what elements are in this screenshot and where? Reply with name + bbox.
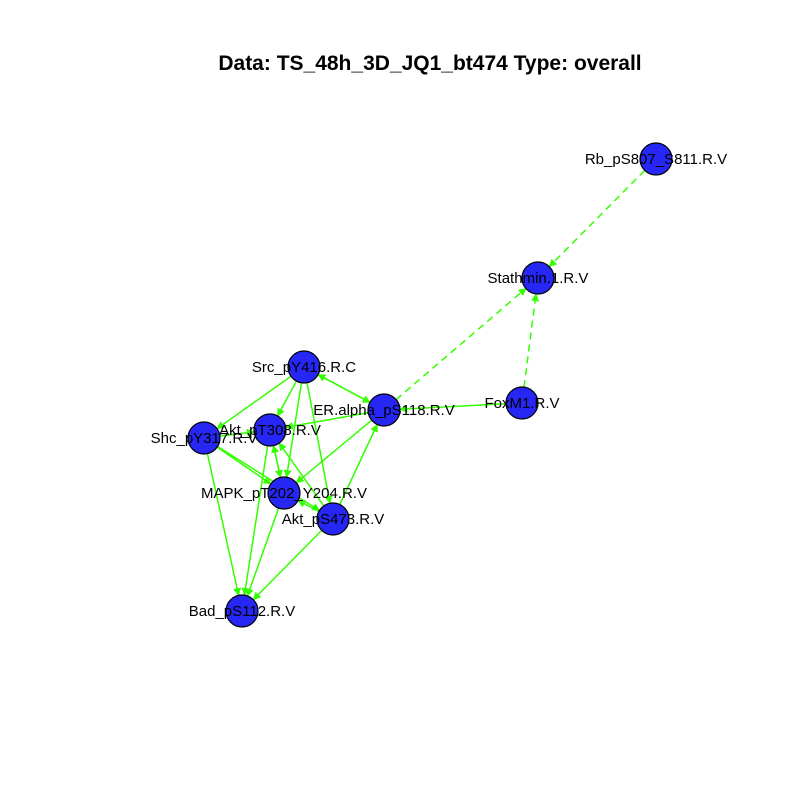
node-label-bad: Bad_pS112.R.V bbox=[189, 603, 295, 620]
edge-mapk-to-bad bbox=[246, 507, 280, 597]
node-foxm1 bbox=[505, 386, 539, 420]
node-label-foxm1: FoxM1.R.V bbox=[484, 395, 559, 412]
edge-src-to-mapk bbox=[283, 382, 303, 478]
node-bad bbox=[225, 594, 259, 628]
edge-akt473-to-mapk bbox=[297, 499, 320, 513]
edge-shc-to-akt308 bbox=[219, 428, 255, 437]
labels-layer: Rb_pS807_S811.R.V Stathmin.1.R.V Src_pY416… bbox=[151, 151, 728, 620]
node-shc bbox=[187, 421, 221, 455]
edges-layer bbox=[206, 169, 646, 601]
node-label-stathmin: Stathmin.1.R.V bbox=[488, 270, 589, 287]
edge-akt473-to-akt308 bbox=[278, 442, 325, 507]
node-mapk bbox=[267, 476, 301, 510]
nodes-layer bbox=[187, 142, 673, 628]
node-rb bbox=[639, 142, 673, 176]
edge-shc-to-mapk bbox=[216, 446, 272, 485]
edge-rb-to-stathmin bbox=[548, 169, 646, 268]
node-label-akt473: Akt_pS473.R.V bbox=[282, 511, 385, 528]
edge-foxm1-to-stathmin bbox=[523, 293, 540, 388]
edge-src-to-er bbox=[317, 373, 371, 404]
node-akt308 bbox=[253, 413, 287, 447]
node-label-rb: Rb_pS807_S811.R.V bbox=[585, 151, 727, 168]
node-label-er: ER.alpha_pS118.R.V bbox=[313, 402, 454, 419]
node-src bbox=[287, 350, 321, 384]
node-akt473 bbox=[316, 502, 350, 536]
edge-shc-to-akt473 bbox=[217, 445, 321, 512]
edge-src-to-akt473 bbox=[306, 382, 333, 505]
plot-title: Data: TS_48h_3D_JQ1_bt474 Type: overall bbox=[218, 52, 641, 75]
edge-akt308-to-bad bbox=[241, 445, 269, 596]
edge-src-to-akt308 bbox=[276, 380, 298, 417]
edge-shc-to-bad bbox=[206, 453, 241, 597]
edge-akt473-to-bad bbox=[252, 529, 323, 601]
node-label-src: Src_pY416.R.C bbox=[252, 359, 356, 376]
edge-akt473-to-er bbox=[339, 423, 378, 505]
edge-er-to-mapk bbox=[295, 419, 373, 484]
edge-src-to-shc bbox=[216, 375, 292, 430]
edge-er-to-akt308 bbox=[285, 412, 369, 430]
edge-mapk-to-akt308 bbox=[271, 444, 282, 478]
edge-er-to-stathmin bbox=[395, 287, 527, 401]
node-er bbox=[367, 393, 401, 427]
node-label-shc: Shc_pY317.R.V bbox=[151, 430, 258, 447]
node-label-mapk: MAPK_pT202_Y204.R.V bbox=[201, 485, 367, 502]
node-stathmin bbox=[521, 261, 555, 295]
node-label-akt308: Akt_pT308.R.V bbox=[219, 422, 321, 439]
edge-foxm1-to-er bbox=[399, 403, 507, 413]
